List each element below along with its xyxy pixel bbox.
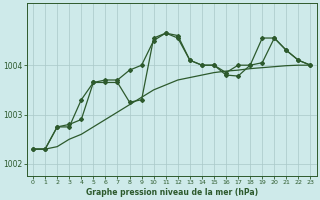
X-axis label: Graphe pression niveau de la mer (hPa): Graphe pression niveau de la mer (hPa) bbox=[86, 188, 258, 197]
